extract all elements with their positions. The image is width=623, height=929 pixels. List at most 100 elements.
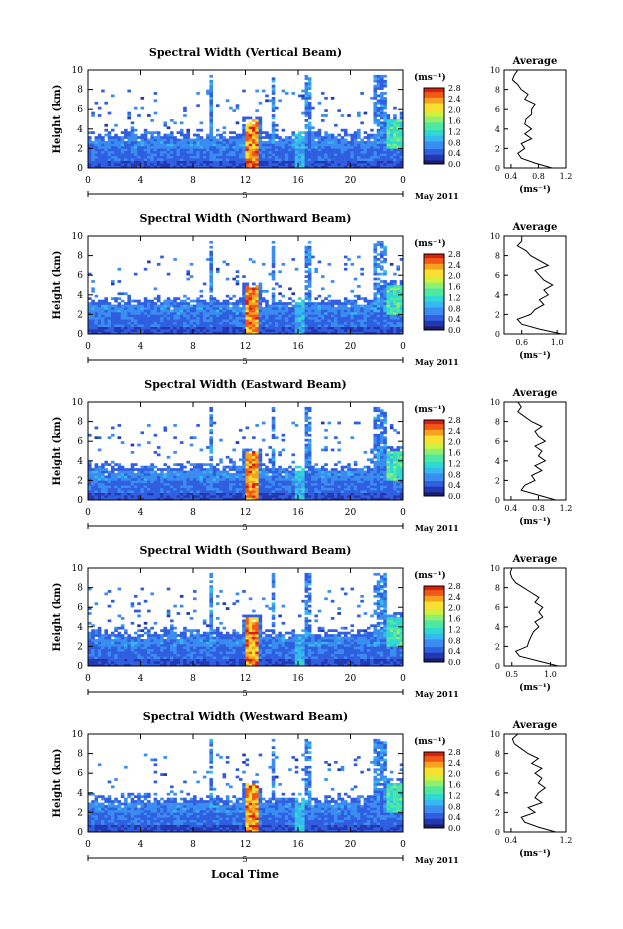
heatmap-cell <box>252 260 256 264</box>
heatmap-cell <box>380 253 384 256</box>
heatmap-cell <box>278 309 282 313</box>
heatmap-cell <box>376 453 381 457</box>
heatmap-cell <box>242 311 246 315</box>
heatmap-cell <box>320 329 325 332</box>
heatmap-cell <box>248 121 253 125</box>
heatmap-cell <box>245 475 250 479</box>
heatmap-cell <box>396 314 401 318</box>
heatmap-cell <box>127 302 131 305</box>
average-y-tick-label: 0 <box>495 164 500 173</box>
heatmap-cell <box>219 160 223 164</box>
heatmap-cell <box>301 324 305 327</box>
heatmap-cell <box>389 329 394 332</box>
heatmap-cell <box>366 465 371 469</box>
heatmap-cell <box>166 126 171 130</box>
heatmap-cell <box>363 321 368 325</box>
heatmap-cell <box>88 150 92 154</box>
heatmap-cell <box>307 304 312 308</box>
heatmap-cell <box>235 441 240 444</box>
heatmap-cell <box>380 87 384 90</box>
heatmap-cell <box>268 326 273 330</box>
heatmap-cell <box>163 324 168 327</box>
heatmap-cell <box>380 482 384 486</box>
heatmap-cell <box>265 155 269 159</box>
heatmap-cell <box>350 302 355 305</box>
heatmap-cell <box>183 299 187 303</box>
heatmap-cell <box>176 297 181 300</box>
heatmap-cell <box>291 477 296 481</box>
heatmap-cell <box>258 143 263 147</box>
heatmap-cell <box>291 487 296 491</box>
heatmap-cell <box>324 160 328 164</box>
heatmap-cell <box>278 453 282 457</box>
heatmap-cell <box>120 138 125 142</box>
heatmap-cell <box>317 141 322 144</box>
heatmap-cell <box>209 74 213 78</box>
heatmap-cell <box>275 475 279 479</box>
colorbar-segment <box>424 297 444 300</box>
heatmap-cell <box>278 148 282 152</box>
heatmap-cell <box>209 421 213 425</box>
heatmap-cell <box>117 487 122 491</box>
heatmap-cell <box>222 326 227 330</box>
heatmap-cell <box>107 463 112 466</box>
heatmap-cell <box>238 138 243 142</box>
heatmap-cell <box>304 82 309 85</box>
heatmap-cell <box>301 131 305 134</box>
heatmap-cell <box>153 451 158 454</box>
heatmap-cell <box>225 311 230 315</box>
heatmap-cell <box>275 309 279 313</box>
heatmap-cell <box>386 136 391 139</box>
heatmap-cell <box>330 133 335 137</box>
heatmap-cell <box>133 148 138 152</box>
heatmap-cell <box>311 311 315 315</box>
heatmap-cell <box>163 426 168 430</box>
heatmap-cell <box>193 487 197 491</box>
heatmap-cell <box>107 480 112 484</box>
heatmap-cell <box>288 287 292 291</box>
heatmap-cell <box>209 465 213 469</box>
heatmap-cell <box>366 326 371 330</box>
heatmap-cell <box>288 490 292 493</box>
heatmap-cell <box>193 307 197 310</box>
heatmap-cell <box>363 153 368 157</box>
heatmap-cell <box>261 131 266 134</box>
heatmap-cell <box>252 451 256 454</box>
heatmap-cell <box>324 141 328 144</box>
heatmap-cell <box>163 321 168 325</box>
heatmap-cell <box>238 321 243 325</box>
heatmap-cell <box>373 79 378 83</box>
heatmap-cell <box>353 468 358 471</box>
heatmap-cell <box>347 299 351 303</box>
heatmap-cell <box>327 155 332 159</box>
heatmap-cell <box>324 309 328 313</box>
heatmap-cell <box>94 311 99 315</box>
heatmap-cell <box>268 446 273 449</box>
heatmap-cell <box>97 319 102 323</box>
y-tick-label: 0 <box>77 330 83 340</box>
heatmap-cell <box>215 495 220 498</box>
heatmap-cell <box>147 155 151 159</box>
heatmap-cell <box>242 492 246 496</box>
heatmap-cell <box>314 143 318 147</box>
heatmap-cell <box>196 92 200 95</box>
heatmap-cell <box>160 155 164 159</box>
heatmap-cell <box>212 421 217 425</box>
heatmap-cell <box>94 482 99 486</box>
heatmap-cell <box>209 114 213 117</box>
heatmap-cell <box>304 470 309 474</box>
heatmap-cell <box>380 309 384 313</box>
heatmap-cell <box>357 297 361 300</box>
heatmap-cell <box>373 426 378 430</box>
heatmap-cell <box>199 485 204 489</box>
heatmap-cell <box>317 490 322 493</box>
heatmap-cell <box>324 485 328 489</box>
heatmap-cell <box>120 136 125 139</box>
heatmap-cell <box>242 119 246 122</box>
heatmap-cell <box>284 495 289 498</box>
heatmap-cell <box>268 163 273 166</box>
colorbar-segment <box>424 265 444 268</box>
heatmap-cell <box>166 304 171 308</box>
heatmap-cell <box>97 158 102 161</box>
heatmap-cell <box>189 275 194 278</box>
